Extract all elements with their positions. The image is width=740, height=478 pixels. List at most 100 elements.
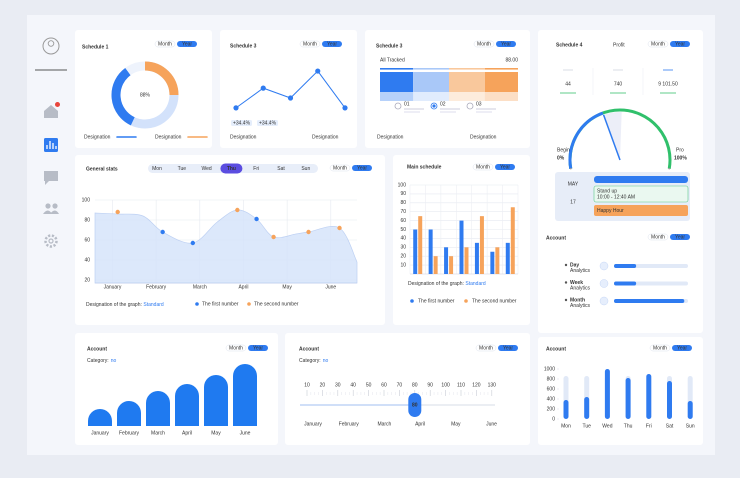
option-label: 01 bbox=[404, 101, 410, 107]
stat-value: 9 101.50 bbox=[658, 81, 678, 87]
toggle-label: Month bbox=[229, 346, 243, 352]
card bbox=[285, 333, 530, 445]
day-tab[interactable]: Sat bbox=[277, 166, 285, 172]
legend-label: Designation bbox=[377, 134, 404, 140]
bar bbox=[88, 409, 112, 426]
point bbox=[160, 229, 165, 235]
toggle-year[interactable] bbox=[495, 164, 515, 170]
users-icon[interactable] bbox=[43, 203, 59, 214]
toggle-year[interactable] bbox=[496, 41, 516, 47]
toggle-label: Month bbox=[651, 42, 665, 48]
gauge-label: Pro bbox=[676, 147, 684, 153]
toggle-month[interactable] bbox=[329, 164, 351, 172]
radio[interactable] bbox=[466, 102, 474, 110]
tick-label: 90 bbox=[427, 382, 433, 388]
toggle-label: Year bbox=[503, 346, 513, 352]
toggle-month[interactable] bbox=[472, 163, 494, 171]
settings-icon[interactable] bbox=[44, 234, 58, 248]
caption: Designation of the graph: Standard bbox=[86, 302, 164, 308]
y-tick-label: 40 bbox=[400, 236, 406, 242]
day-tab[interactable]: Wed bbox=[201, 166, 211, 172]
home-icon[interactable] bbox=[44, 105, 58, 118]
toggle-year[interactable] bbox=[322, 41, 342, 47]
toggle-month[interactable] bbox=[225, 344, 247, 352]
day-tab[interactable]: Thu bbox=[227, 166, 236, 172]
bar bbox=[459, 220, 464, 274]
toggle-year[interactable] bbox=[670, 41, 690, 47]
toggle-year[interactable] bbox=[670, 234, 690, 240]
bullet bbox=[564, 298, 568, 302]
toggle-year[interactable] bbox=[248, 345, 268, 351]
card bbox=[220, 30, 357, 148]
donut-center-label: 88% bbox=[140, 92, 151, 98]
y-tick-label: 60 bbox=[400, 218, 406, 224]
message-icon[interactable] bbox=[44, 171, 58, 185]
card-title: Account bbox=[87, 346, 107, 352]
x-tick-label: May bbox=[282, 284, 292, 290]
event-title: Happy Hour bbox=[597, 208, 624, 214]
day-tab[interactable]: Sun bbox=[301, 166, 310, 172]
segment-shade bbox=[413, 92, 449, 101]
slider-knob[interactable] bbox=[408, 393, 422, 417]
bar bbox=[604, 369, 610, 419]
gauge-label: Begin bbox=[557, 147, 570, 153]
legend-label: Designation bbox=[470, 134, 497, 140]
bar bbox=[428, 229, 433, 274]
card-title: Account bbox=[299, 346, 319, 352]
segment bbox=[449, 72, 485, 92]
y-tick-label: 600 bbox=[547, 386, 556, 392]
day-tab-selected[interactable] bbox=[220, 163, 243, 174]
toggle-label: Month bbox=[476, 165, 490, 171]
card-subtitle: Profit bbox=[613, 42, 625, 48]
legend-label: Designation bbox=[84, 134, 111, 140]
segment-shade bbox=[380, 92, 414, 101]
tracked-label: All Tracked bbox=[380, 57, 405, 63]
avatar[interactable] bbox=[42, 37, 60, 55]
card-title: Main schedule bbox=[407, 164, 442, 170]
chart-icon[interactable] bbox=[44, 138, 58, 152]
bar bbox=[479, 216, 484, 274]
toggle-month[interactable] bbox=[475, 344, 497, 352]
bar bbox=[444, 247, 449, 274]
event[interactable] bbox=[594, 205, 688, 216]
tick-label: 100 bbox=[441, 382, 450, 388]
card bbox=[538, 337, 703, 445]
row-label: Month bbox=[570, 297, 585, 303]
day-tab[interactable]: Mon bbox=[152, 166, 162, 172]
toggle-month[interactable] bbox=[649, 344, 671, 352]
tick-label: 50 bbox=[366, 382, 372, 388]
toggle-year[interactable] bbox=[498, 345, 518, 351]
segment bbox=[380, 72, 414, 92]
chart-icon-bars bbox=[46, 141, 57, 149]
bar bbox=[584, 397, 590, 419]
day-tab[interactable]: Fri bbox=[253, 166, 259, 172]
toggle-month[interactable] bbox=[299, 40, 321, 48]
toggle-month[interactable] bbox=[473, 40, 495, 48]
toggle-year[interactable] bbox=[672, 345, 692, 351]
row-icon bbox=[599, 261, 609, 271]
toggle-year[interactable] bbox=[352, 165, 372, 171]
card-title: Account bbox=[546, 346, 566, 352]
day-tab[interactable]: Tue bbox=[178, 166, 187, 172]
toggle-year[interactable] bbox=[177, 41, 197, 47]
legend-swatch bbox=[195, 302, 199, 306]
category: Category: no bbox=[87, 358, 116, 364]
event[interactable] bbox=[593, 185, 689, 203]
caption-label: Designation of the graph: bbox=[408, 281, 464, 287]
toggle-label: Month bbox=[303, 42, 317, 48]
point bbox=[190, 240, 196, 246]
sidebar bbox=[35, 37, 67, 248]
donut-segment bbox=[144, 61, 179, 96]
x-tick-label: March bbox=[193, 284, 207, 290]
row-sublabel: Analytics bbox=[570, 268, 591, 274]
toggle-month[interactable] bbox=[154, 40, 176, 48]
bar bbox=[687, 401, 693, 419]
bar bbox=[433, 256, 438, 274]
bar bbox=[204, 375, 228, 426]
radio[interactable] bbox=[394, 102, 402, 110]
tracked-total: 88.00 bbox=[505, 57, 518, 63]
toggle-month[interactable] bbox=[647, 40, 669, 48]
toggle-month[interactable] bbox=[647, 233, 669, 241]
x-tick-label: January bbox=[304, 421, 322, 427]
tick-label: 10 bbox=[304, 382, 310, 388]
